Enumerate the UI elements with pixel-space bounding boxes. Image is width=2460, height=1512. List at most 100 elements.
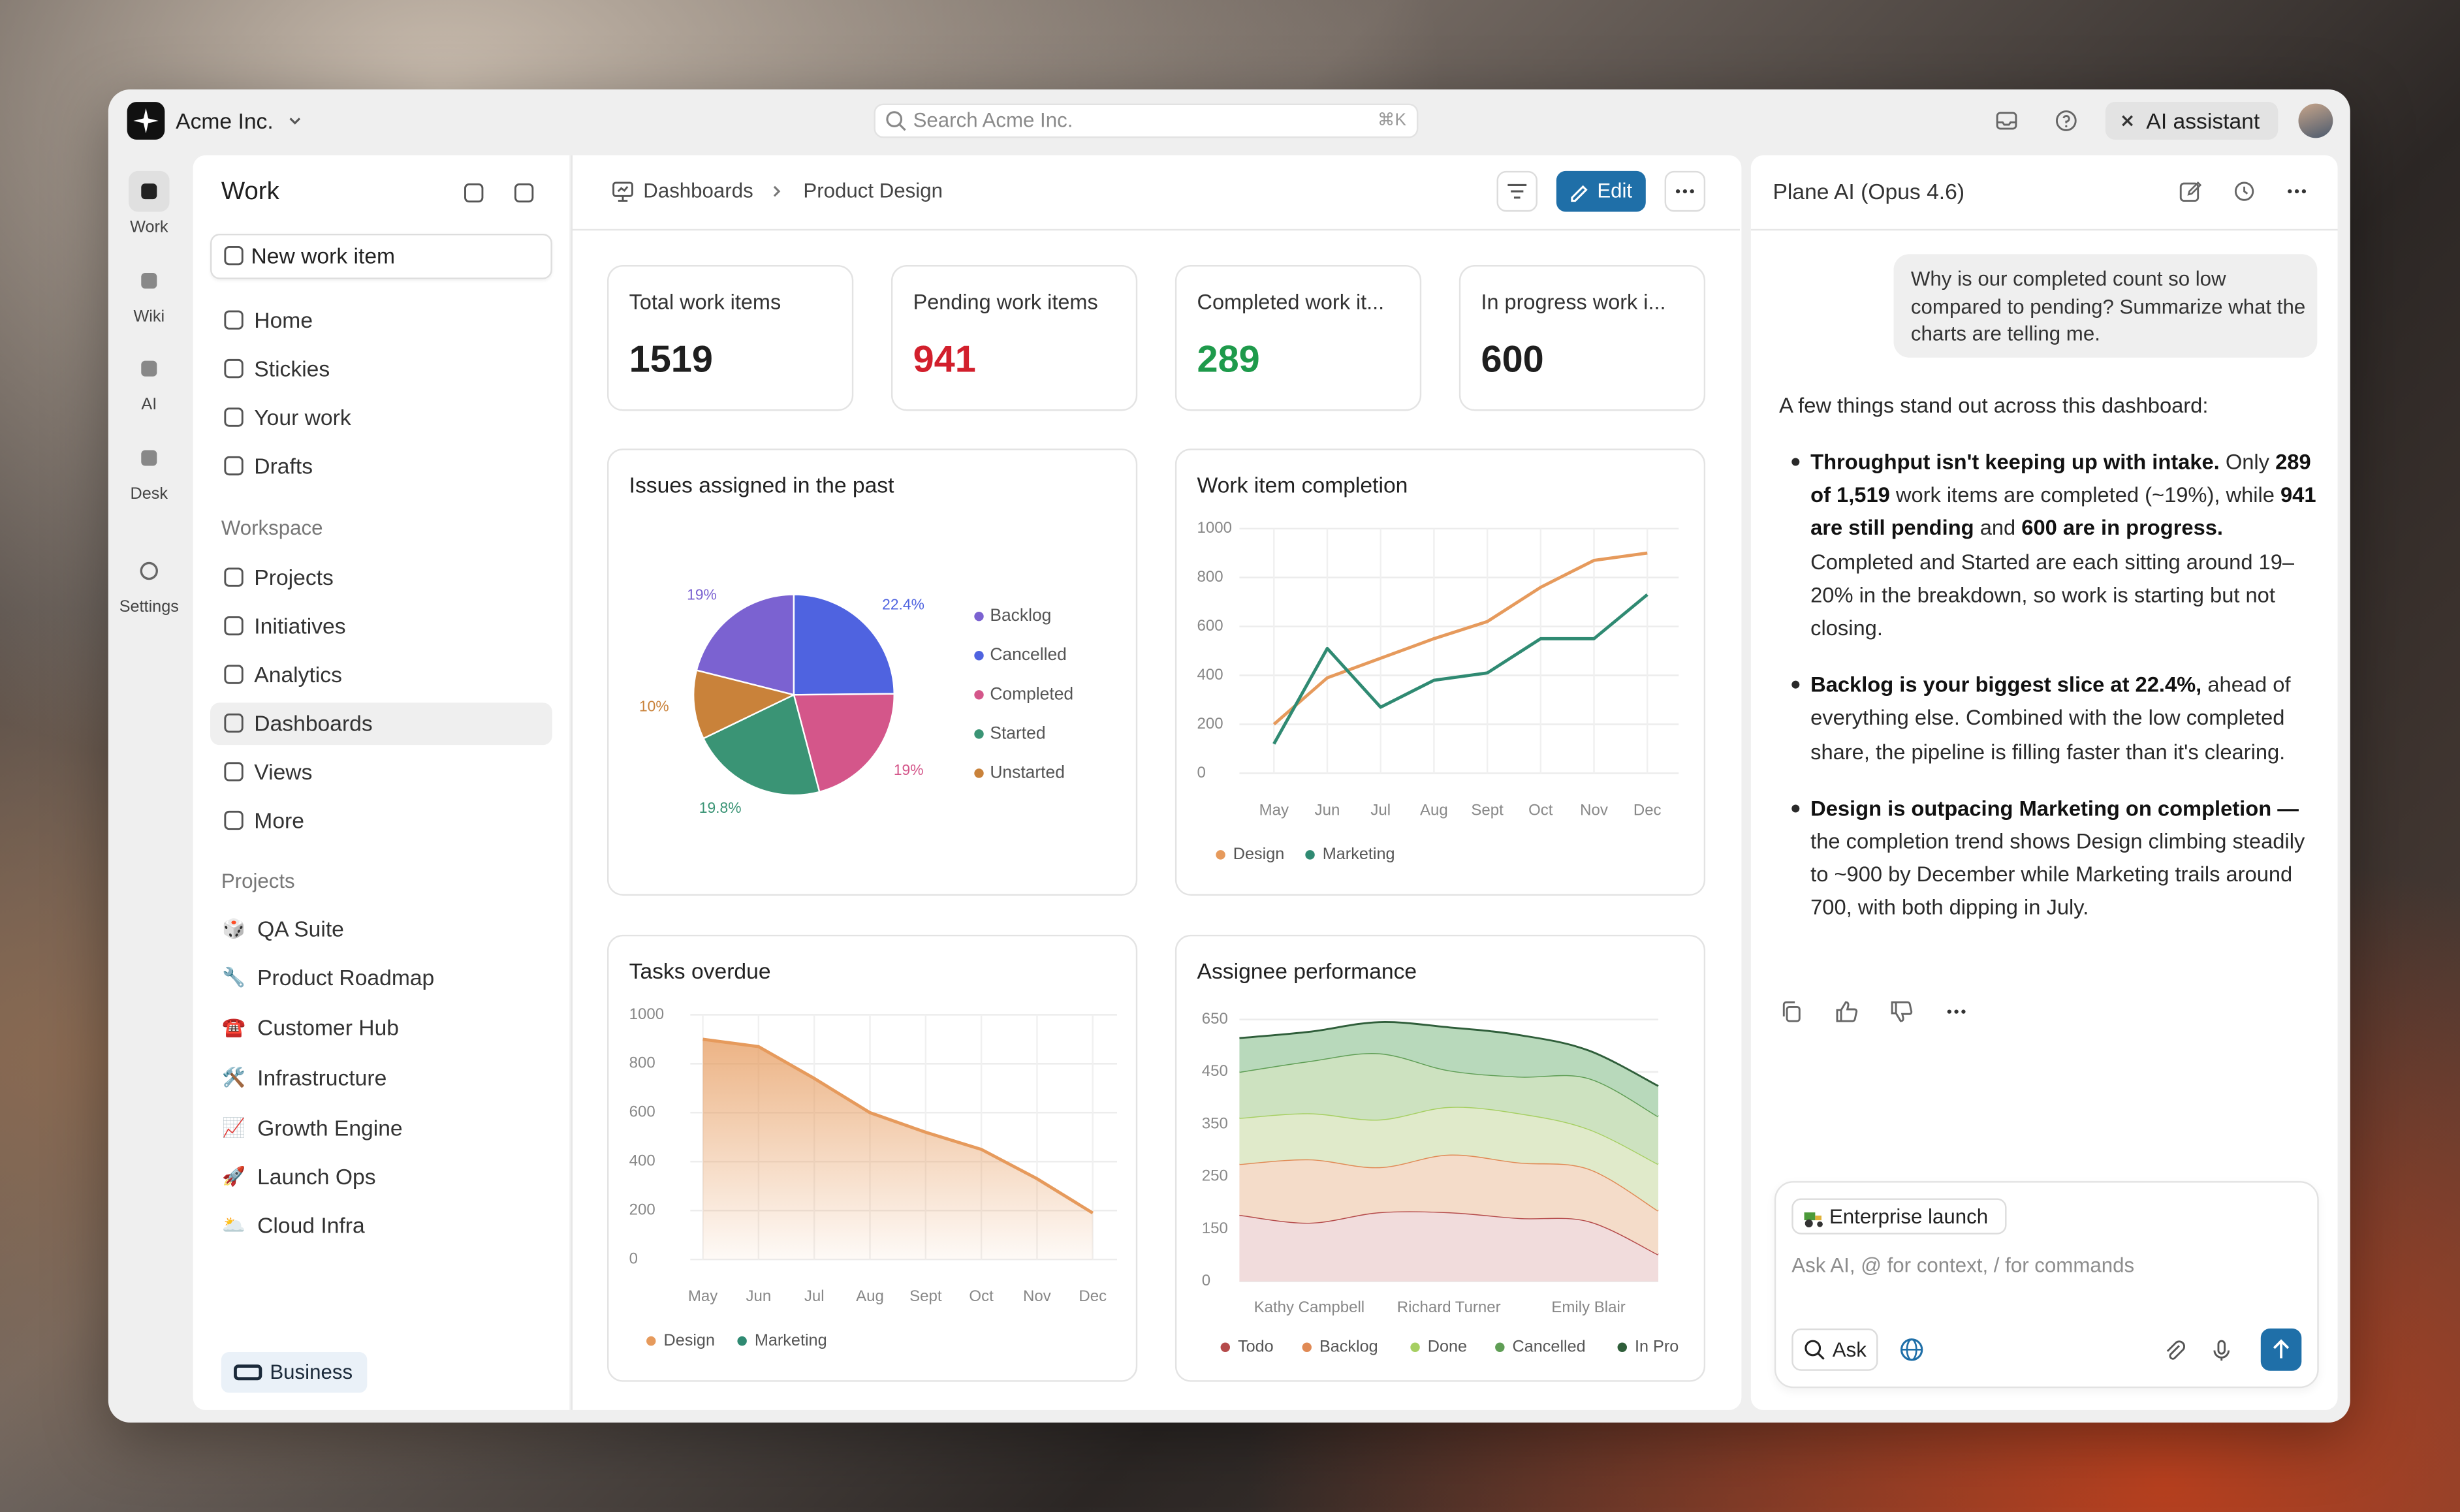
rail-icon[interactable] bbox=[136, 445, 161, 470]
x-tick-label: Oct bbox=[1528, 801, 1553, 819]
avatar[interactable] bbox=[2298, 103, 2333, 138]
thumbs-down-icon[interactable] bbox=[1889, 999, 1914, 1024]
y-tick-label: 400 bbox=[629, 1152, 655, 1170]
web-search-icon[interactable] bbox=[1899, 1336, 1925, 1363]
project-name[interactable]: Launch Ops bbox=[257, 1163, 376, 1189]
x-tick-label: Kathy Campbell bbox=[1254, 1299, 1365, 1316]
icon-shape bbox=[140, 561, 158, 580]
nav-item[interactable]: Home bbox=[254, 307, 313, 333]
search-box[interactable] bbox=[874, 103, 1419, 138]
legend-label: Backlog bbox=[990, 605, 1051, 625]
inbox-icon[interactable] bbox=[1994, 108, 2019, 133]
attach-icon[interactable] bbox=[2162, 1338, 2186, 1362]
edit-button[interactable] bbox=[1556, 170, 1646, 212]
ai-assistant-toggle[interactable] bbox=[2105, 102, 2279, 140]
text: and bbox=[1974, 516, 2022, 541]
pie-slice bbox=[695, 593, 795, 696]
legend-label: Design bbox=[663, 1331, 715, 1349]
project-name[interactable]: Infrastructure bbox=[257, 1065, 387, 1090]
rail-label[interactable]: Settings bbox=[119, 597, 179, 617]
stacked-line bbox=[1239, 1210, 1659, 1255]
nav-item[interactable]: More bbox=[254, 808, 304, 833]
legend-label: Done bbox=[1428, 1337, 1467, 1355]
rail-icon[interactable] bbox=[136, 179, 161, 204]
rail-icon[interactable] bbox=[136, 356, 161, 381]
history-icon[interactable] bbox=[2231, 179, 2256, 204]
project-icon: 🛠️ bbox=[222, 1066, 246, 1089]
layout-icon bbox=[514, 183, 534, 203]
nav-item[interactable]: Analytics bbox=[254, 661, 342, 687]
project-name[interactable]: Customer Hub bbox=[257, 1015, 400, 1040]
chart-title: Assignee performance bbox=[1197, 958, 1417, 984]
breadcrumb-item[interactable]: Dashboards bbox=[643, 178, 753, 202]
nav-item[interactable]: Dashboards bbox=[254, 710, 373, 736]
project-name[interactable]: Growth Engine bbox=[257, 1115, 403, 1141]
thumbs-up-icon[interactable] bbox=[1834, 999, 1859, 1024]
context-chip[interactable] bbox=[1791, 1198, 2007, 1235]
stat-value: 600 bbox=[1481, 338, 1544, 381]
context-chip-label[interactable]: Enterprise launch bbox=[1829, 1205, 1989, 1229]
new-chat-icon[interactable] bbox=[2177, 179, 2202, 204]
x-tick-label: Aug bbox=[856, 1287, 884, 1305]
search-icon bbox=[886, 111, 906, 131]
legend-marker bbox=[974, 651, 984, 661]
project-name[interactable]: Cloud Infra bbox=[257, 1212, 365, 1238]
rail-label[interactable]: Work bbox=[130, 217, 168, 237]
rail-icon[interactable] bbox=[136, 558, 161, 583]
rail-icon[interactable] bbox=[136, 268, 161, 293]
nav-item[interactable]: Your work bbox=[254, 404, 351, 430]
new-item-icon bbox=[224, 245, 244, 266]
nav-item[interactable]: Projects bbox=[254, 564, 334, 590]
new-item-label[interactable]: New work item bbox=[251, 243, 396, 268]
legend-marker bbox=[1617, 1342, 1627, 1352]
more-icon[interactable] bbox=[2284, 179, 2309, 204]
composer-placeholder: Ask AI, @ for context, / for commands bbox=[1791, 1253, 2135, 1277]
icon-shape bbox=[224, 762, 244, 781]
composer[interactable] bbox=[1774, 1181, 2319, 1389]
x-tick-label: Sept bbox=[1471, 801, 1504, 819]
mic-icon[interactable] bbox=[2209, 1338, 2234, 1362]
legend-marker bbox=[1216, 850, 1225, 860]
x-tick-label: Sept bbox=[909, 1287, 942, 1305]
more-button[interactable] bbox=[1664, 170, 1706, 212]
send-button[interactable] bbox=[2260, 1328, 2302, 1371]
ask-label[interactable]: Ask bbox=[1832, 1338, 1867, 1362]
project-name[interactable]: Product Roadmap bbox=[257, 964, 435, 990]
rail-label[interactable]: Wiki bbox=[133, 307, 165, 326]
filter-button[interactable] bbox=[1496, 170, 1538, 212]
org-name[interactable]: Acme Inc. bbox=[176, 108, 274, 134]
rail-label[interactable]: AI bbox=[141, 395, 157, 415]
text: ahead of everything else. Combined with … bbox=[1810, 673, 2291, 764]
nav-item[interactable]: Views bbox=[254, 759, 313, 785]
more-icon bbox=[1675, 189, 1694, 194]
nav-item[interactable]: Drafts bbox=[254, 453, 313, 479]
copy-icon[interactable] bbox=[1779, 999, 1804, 1024]
rail-label[interactable]: Desk bbox=[130, 484, 168, 504]
project-name[interactable]: QA Suite bbox=[257, 916, 344, 941]
nav-item[interactable]: Stickies bbox=[254, 356, 330, 381]
more-icon[interactable] bbox=[1944, 999, 1968, 1024]
ai-bullet: Throughput isn't keeping up with intake.… bbox=[1791, 445, 2319, 645]
nav-item[interactable]: Initiatives bbox=[254, 613, 346, 638]
chevron bbox=[289, 118, 301, 125]
icon-shape bbox=[224, 245, 244, 266]
legend-label: In Pro bbox=[1635, 1337, 1679, 1355]
line-series bbox=[1272, 593, 1648, 745]
org-logo[interactable] bbox=[127, 102, 165, 140]
plan-badge bbox=[221, 1351, 368, 1393]
filter-icon bbox=[1507, 183, 1527, 199]
icon-shape bbox=[224, 407, 244, 427]
y-tick-label: 450 bbox=[1202, 1062, 1228, 1080]
stat-value: 1519 bbox=[629, 338, 713, 381]
icon-shape bbox=[224, 810, 244, 830]
plan-label: Business bbox=[270, 1359, 353, 1383]
legend-marker bbox=[1495, 1342, 1505, 1352]
stat-card bbox=[891, 265, 1138, 411]
dashboard-icon bbox=[612, 181, 633, 202]
pie-slice bbox=[692, 669, 796, 740]
help-icon[interactable] bbox=[2054, 108, 2079, 133]
new-item-button[interactable] bbox=[210, 233, 552, 279]
legend-label: Started bbox=[990, 723, 1045, 742]
y-tick-label: 600 bbox=[1197, 617, 1223, 635]
